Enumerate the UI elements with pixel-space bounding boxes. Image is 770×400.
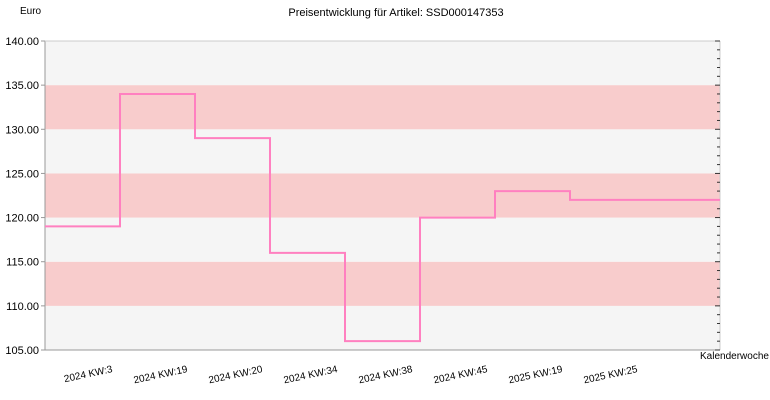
series-group [45, 92, 720, 343]
x-tick-label: 2024 KW:45 [433, 364, 489, 386]
band [45, 85, 720, 130]
x-axis-label: Kalenderwoche [700, 351, 769, 362]
x-tick-label: 2024 KW:38 [358, 364, 414, 386]
price-step-line [45, 92, 720, 343]
y-tick-label: 135.00 [5, 80, 39, 92]
chart-title: Preisentwicklung für Artikel: SSD0001473… [288, 7, 503, 19]
band [45, 261, 720, 306]
x-tick-label: 2024 KW:34 [283, 364, 339, 386]
y-tick-label: 120.00 [5, 213, 39, 225]
y-tick-label: 115.00 [6, 257, 39, 269]
x-tick-label: 2024 KW:20 [208, 364, 264, 386]
y-tick-label: 105.00 [5, 345, 39, 357]
y-tick-labels: 105.00 110.00 115.00 120.00 125.00 130.00 135.… [5, 36, 45, 357]
band [45, 41, 720, 86]
background-bands [45, 41, 720, 350]
x-tick-labels: 2024 KW:3 2024 KW:19 2024 KW:20 2024 KW:34 2… [63, 364, 639, 386]
x-tick-label: 2025 KW:19 [508, 364, 564, 386]
band [45, 129, 720, 174]
x-tick-label: 2024 KW:3 [63, 364, 114, 385]
band [45, 217, 720, 262]
y-axis-label: Euro [20, 6, 42, 17]
x-tick-label: 2025 KW:25 [583, 364, 639, 386]
band [45, 173, 720, 218]
y-tick-label: 125.00 [5, 168, 39, 180]
axes [44, 40, 721, 351]
y-tick-label: 110.00 [6, 301, 39, 313]
band [45, 305, 720, 350]
x-tick-label: 2024 KW:19 [133, 364, 189, 386]
y-tick-label: 140.00 [5, 36, 39, 48]
y-tick-label: 130.00 [5, 124, 39, 136]
